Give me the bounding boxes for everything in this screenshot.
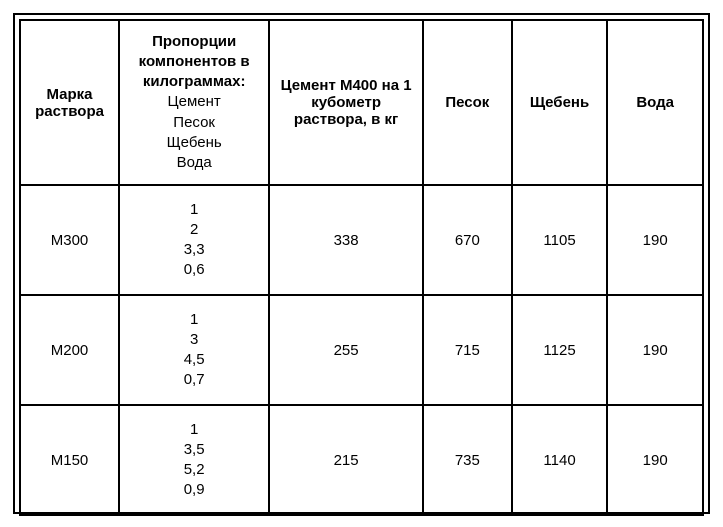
table-outer-frame: Марка раствора Пропорции компонентов в к… xyxy=(13,13,710,514)
header-water: Вода xyxy=(607,20,703,185)
prop-val: 2 xyxy=(190,221,198,238)
cell-water: 190 xyxy=(607,405,703,515)
header-sand-label: Песок xyxy=(445,94,489,111)
table-row: М200 1 3 4,5 0,7 255 715 1125 190 xyxy=(20,295,703,405)
header-proportions-sub-1: Песок xyxy=(173,114,215,131)
prop-val: 0,7 xyxy=(184,371,205,388)
prop-val: 1 xyxy=(190,311,198,328)
prop-val: 3,3 xyxy=(184,241,205,258)
header-proportions: Пропорции компонентов в килограммах: Цем… xyxy=(119,20,269,185)
cell-sand: 715 xyxy=(423,295,512,405)
header-grade: Марка раствора xyxy=(20,20,119,185)
cell-cement: 215 xyxy=(269,405,423,515)
prop-val: 3,5 xyxy=(184,441,205,458)
header-grade-label: Марка раствора xyxy=(35,86,104,120)
prop-val: 3 xyxy=(190,331,198,348)
cell-sand: 735 xyxy=(423,405,512,515)
cell-cement: 338 xyxy=(269,185,423,295)
cell-proportions: 1 2 3,3 0,6 xyxy=(119,185,269,295)
prop-val: 4,5 xyxy=(184,351,205,368)
header-proportions-label: Пропорции компонентов в килограммах: xyxy=(139,33,250,91)
prop-val: 0,6 xyxy=(184,261,205,278)
prop-val: 0,9 xyxy=(184,481,205,498)
cell-gravel: 1125 xyxy=(512,295,608,405)
cell-gravel: 1105 xyxy=(512,185,608,295)
cell-grade: М200 xyxy=(20,295,119,405)
cell-proportions: 1 3 4,5 0,7 xyxy=(119,295,269,405)
prop-val: 1 xyxy=(190,201,198,218)
table-header-row: Марка раствора Пропорции компонентов в к… xyxy=(20,20,703,185)
header-gravel: Щебень xyxy=(512,20,608,185)
header-sand: Песок xyxy=(423,20,512,185)
cell-water: 190 xyxy=(607,295,703,405)
concrete-mix-table: Марка раствора Пропорции компонентов в к… xyxy=(19,19,704,516)
header-gravel-label: Щебень xyxy=(530,94,589,111)
cell-grade: М150 xyxy=(20,405,119,515)
header-water-label: Вода xyxy=(636,94,674,111)
header-cement-label: Цемент М400 на 1 кубометр раствора, в кг xyxy=(281,77,412,128)
cell-sand: 670 xyxy=(423,185,512,295)
prop-val: 5,2 xyxy=(184,461,205,478)
cell-grade: М300 xyxy=(20,185,119,295)
header-proportions-sub-0: Цемент xyxy=(168,93,221,110)
cell-gravel: 1140 xyxy=(512,405,608,515)
header-proportions-sub-2: Щебень xyxy=(167,134,222,151)
prop-val: 1 xyxy=(190,421,198,438)
header-proportions-sub-3: Вода xyxy=(177,154,212,171)
table-row: М150 1 3,5 5,2 0,9 215 735 1140 190 xyxy=(20,405,703,515)
cell-cement: 255 xyxy=(269,295,423,405)
cell-proportions: 1 3,5 5,2 0,9 xyxy=(119,405,269,515)
header-cement: Цемент М400 на 1 кубометр раствора, в кг xyxy=(269,20,423,185)
cell-water: 190 xyxy=(607,185,703,295)
table-row: М300 1 2 3,3 0,6 338 670 1105 190 xyxy=(20,185,703,295)
